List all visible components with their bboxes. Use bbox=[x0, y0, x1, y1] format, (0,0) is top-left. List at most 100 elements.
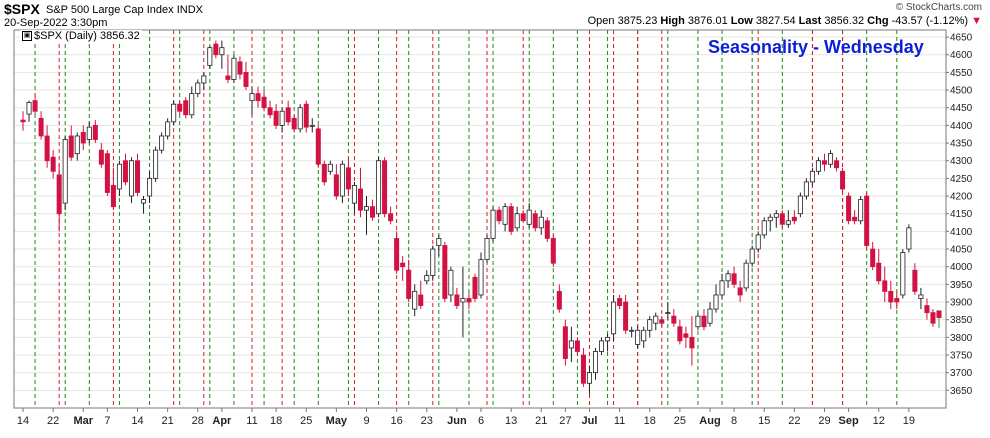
candle-body bbox=[376, 160, 382, 215]
candle-body bbox=[725, 273, 731, 282]
candle-body bbox=[309, 124, 315, 127]
candle-body bbox=[538, 216, 544, 229]
y-tick-label: 4100 bbox=[950, 227, 973, 238]
gridlines bbox=[14, 36, 946, 391]
candle-body bbox=[803, 181, 809, 197]
candle-body bbox=[544, 220, 550, 239]
x-tick-label: 12 bbox=[873, 415, 885, 427]
candle-body bbox=[821, 160, 827, 165]
last-label: Last bbox=[798, 15, 822, 27]
y-tick-label: 4300 bbox=[950, 156, 973, 167]
candle-body bbox=[442, 245, 448, 299]
low-label: Low bbox=[730, 15, 753, 27]
x-tick-label: 19 bbox=[903, 415, 915, 427]
chg-label: Chg bbox=[867, 15, 889, 27]
x-tick-label: 23 bbox=[421, 415, 433, 427]
candle-body bbox=[303, 103, 309, 128]
y-tick-label: 4200 bbox=[950, 192, 973, 203]
candle-body bbox=[213, 43, 219, 56]
candle-body bbox=[918, 294, 924, 299]
candle-body bbox=[556, 291, 562, 310]
open-value: 3875.23 bbox=[617, 15, 658, 27]
candle-body bbox=[243, 71, 249, 87]
exchange: INDX bbox=[176, 4, 203, 16]
candle-body bbox=[339, 163, 345, 197]
security-name: S&P 500 Large Cap Index INDX bbox=[46, 4, 203, 16]
candle-body bbox=[520, 213, 526, 222]
x-tick-label: 9 bbox=[363, 415, 369, 427]
candle-body bbox=[562, 326, 568, 359]
x-tick-label: Jul bbox=[582, 415, 598, 427]
candle-body bbox=[86, 126, 92, 140]
candle-body bbox=[237, 61, 243, 75]
y-tick-label: 3850 bbox=[950, 315, 973, 326]
candle-body bbox=[731, 273, 737, 285]
candle-body bbox=[104, 153, 110, 193]
candle-body bbox=[98, 149, 104, 165]
candle-body bbox=[38, 117, 44, 137]
candle-body bbox=[611, 301, 617, 335]
candle-body bbox=[599, 340, 605, 352]
candle-body bbox=[135, 160, 141, 193]
y-tick-label: 4550 bbox=[950, 68, 973, 79]
candle-body bbox=[797, 195, 803, 215]
candle-body bbox=[394, 238, 400, 271]
series-legend: ▣ $SPX (Daily) 3856.32 bbox=[20, 30, 142, 42]
candle-body bbox=[713, 294, 719, 310]
candle-body bbox=[502, 206, 508, 225]
x-tick-label: 13 bbox=[505, 415, 517, 427]
candle-body bbox=[333, 174, 339, 197]
x-tick-label: Apr bbox=[212, 415, 232, 427]
candle-body bbox=[574, 340, 580, 352]
candle-body bbox=[418, 294, 424, 306]
candle-body bbox=[761, 220, 767, 236]
candle-body bbox=[297, 107, 303, 130]
candle-body bbox=[165, 121, 171, 137]
candle-body bbox=[412, 291, 418, 310]
candle-body bbox=[50, 156, 56, 172]
candle-body bbox=[514, 213, 520, 229]
symbol: $SPX bbox=[4, 1, 40, 17]
candle-body bbox=[689, 336, 695, 349]
candle-body bbox=[321, 163, 327, 183]
y-tick-label: 3650 bbox=[950, 386, 973, 397]
y-tick-label: 4350 bbox=[950, 139, 973, 150]
y-tick-label: 4650 bbox=[950, 33, 973, 44]
candle-body bbox=[26, 102, 32, 115]
candle-body bbox=[779, 213, 785, 225]
high-value: 3876.01 bbox=[687, 15, 728, 27]
candle-body bbox=[653, 315, 659, 324]
open-label: Open bbox=[587, 15, 615, 27]
candle-body bbox=[906, 227, 912, 250]
candle-body bbox=[261, 96, 267, 109]
legend-text: $SPX (Daily) 3856.32 bbox=[34, 30, 140, 42]
x-tick-label: 27 bbox=[559, 415, 571, 427]
candle-body bbox=[508, 206, 514, 232]
low-value: 3827.54 bbox=[755, 15, 796, 27]
x-tick-label: 22 bbox=[788, 415, 800, 427]
candle-body bbox=[460, 298, 466, 303]
candle-body bbox=[617, 298, 623, 306]
candle-body bbox=[370, 206, 376, 218]
candle-body bbox=[141, 199, 147, 204]
candle-body bbox=[671, 315, 677, 324]
candle-body bbox=[815, 160, 821, 172]
price-chart: 3650 3700 3750 3800 3850 3900 3950 4000 4050 4100… bbox=[0, 28, 990, 438]
candle-body bbox=[177, 103, 183, 112]
x-tick-label: Sep bbox=[839, 415, 859, 427]
candle-body bbox=[219, 47, 225, 56]
seasonality-lines bbox=[34, 30, 898, 408]
candle-body bbox=[436, 238, 442, 246]
quote-date: 20-Sep-2022 3:30pm bbox=[4, 17, 108, 29]
candle-body bbox=[116, 163, 122, 190]
security-name-text: S&P 500 Large Cap Index bbox=[46, 4, 174, 16]
candle-body bbox=[32, 100, 38, 112]
x-tick-label: May bbox=[326, 415, 348, 427]
candle-body bbox=[659, 319, 665, 324]
x-tick-label: Mar bbox=[73, 415, 93, 427]
x-tick-label: 11 bbox=[246, 415, 257, 427]
last-value: 3856.32 bbox=[824, 15, 865, 27]
candle-body bbox=[466, 298, 472, 303]
candle-body bbox=[707, 308, 713, 324]
x-tick-label: 7 bbox=[104, 415, 110, 427]
